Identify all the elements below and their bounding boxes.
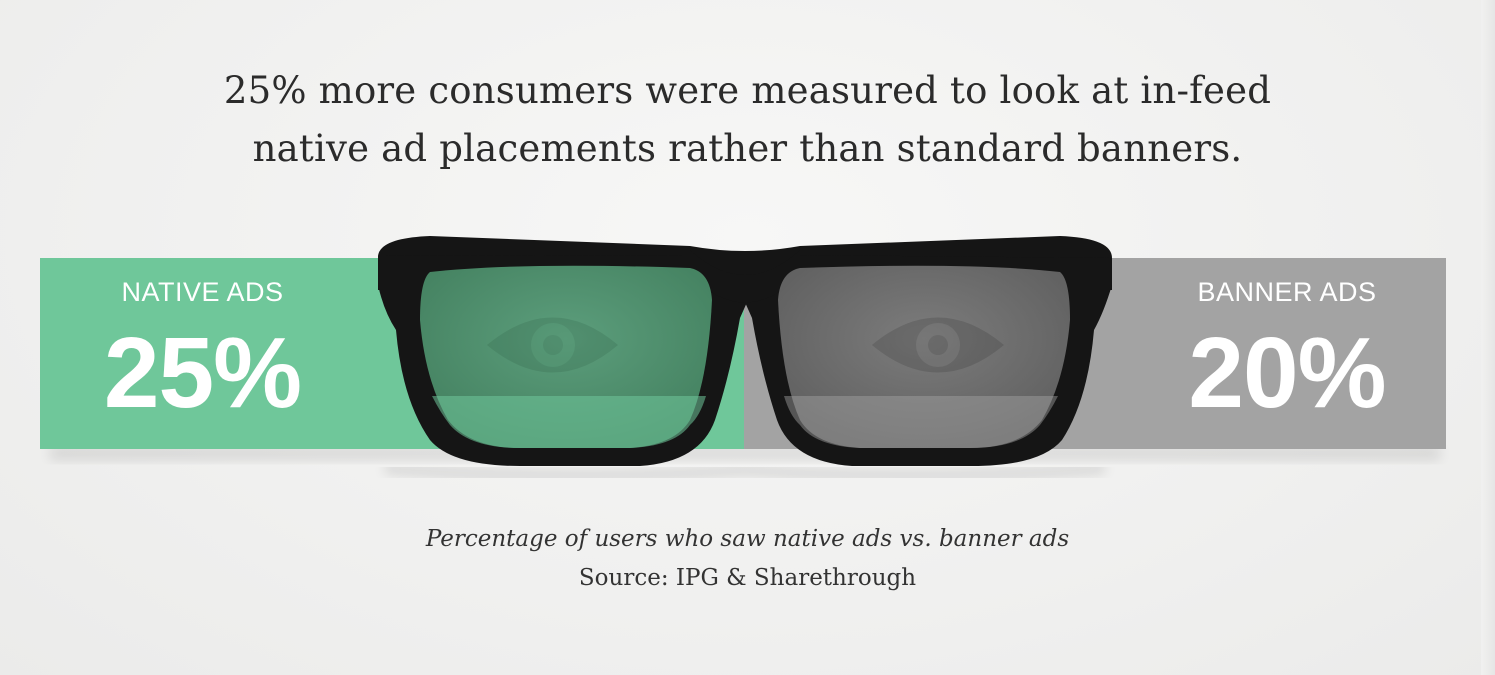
eye-icon [872, 317, 1004, 373]
lens-banner [778, 265, 1070, 448]
headline-line-1: 25% more consumers were measured to look… [223, 69, 1272, 112]
bar-shadow [50, 446, 1440, 460]
chart-source: Source: IPG & Sharethrough [578, 565, 917, 591]
native-ads-label: NATIVE ADS 25% [40, 272, 365, 428]
page-edge-shadow [1481, 0, 1495, 675]
series-name-banner: BANNER ADS [1197, 277, 1377, 307]
chart-caption: Percentage of users who saw native ads v… [425, 526, 1070, 552]
series-name-native: NATIVE ADS [121, 277, 284, 307]
headline-line-2: native ad placements rather than standar… [252, 127, 1243, 170]
value-label-banner: 20% [1188, 317, 1386, 429]
eyeglasses-icon [378, 236, 1112, 481]
value-label-native: 25% [103, 317, 302, 429]
eye-icon [487, 317, 618, 373]
banner-ads-label: BANNER ADS 20% [1128, 272, 1446, 428]
headline: 25% more consumers were measured to look… [0, 62, 1495, 178]
